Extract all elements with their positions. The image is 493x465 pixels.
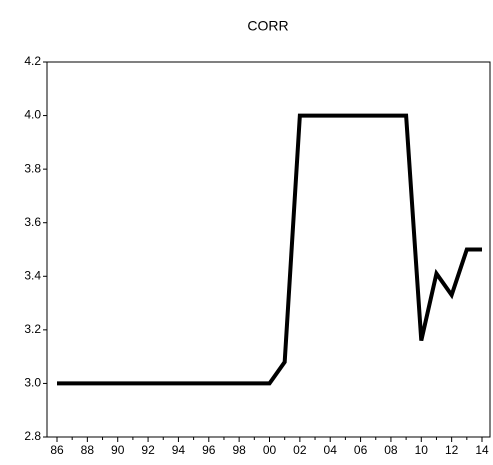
x-tick-label: 00 <box>263 443 277 457</box>
y-tick-label: 3.6 <box>24 215 41 229</box>
y-tick-label: 3.4 <box>24 268 41 282</box>
x-tick-label: 98 <box>232 443 246 457</box>
y-tick-label: 3.2 <box>24 322 41 336</box>
chart-title: CORR <box>247 18 288 34</box>
x-tick-label: 10 <box>415 443 429 457</box>
y-tick-label: 3.8 <box>24 161 41 175</box>
x-tick-label: 14 <box>475 443 489 457</box>
y-tick-label: 4.2 <box>24 54 41 68</box>
y-tick-label: 4.0 <box>24 108 41 122</box>
data-line <box>57 113 482 386</box>
x-tick-label: 02 <box>293 443 307 457</box>
x-tick-label: 06 <box>354 443 368 457</box>
x-tick-label: 04 <box>324 443 338 457</box>
y-tick-label: 3.0 <box>24 376 41 390</box>
x-tick-label: 12 <box>445 443 459 457</box>
x-tick-label: 08 <box>384 443 398 457</box>
x-tick-label: 96 <box>202 443 216 457</box>
x-tick-label: 92 <box>141 443 155 457</box>
x-tick-label: 94 <box>172 443 186 457</box>
plot-frame <box>46 61 491 438</box>
y-tick-label: 2.8 <box>24 429 41 443</box>
x-tick-label: 86 <box>50 443 64 457</box>
x-tick-label: 88 <box>81 443 95 457</box>
x-tick-label: 90 <box>111 443 125 457</box>
